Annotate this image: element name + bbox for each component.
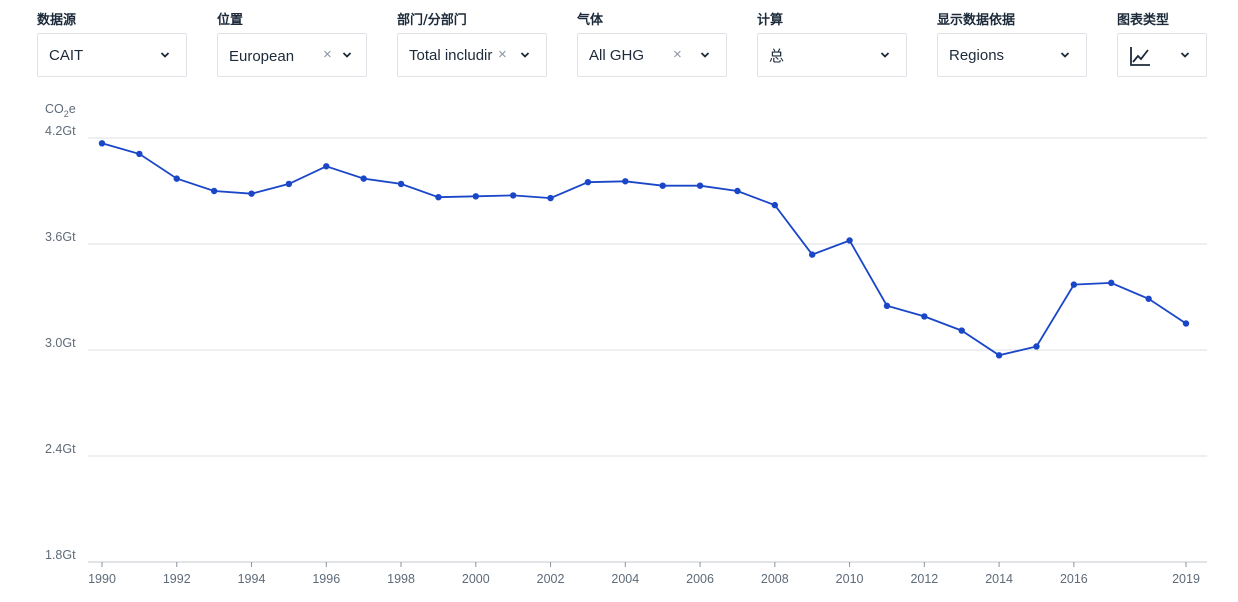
filter-chart-type: 图表类型	[1117, 12, 1207, 77]
filter-sector-label: 部门/分部门	[397, 13, 467, 28]
chevron-down-icon[interactable]	[880, 51, 890, 59]
data-point[interactable]	[509, 192, 517, 199]
emissions-chart: CO2e 4.2Gt 3.6Gt 3.0Gt 2.4Gt 1.8Gt 1990 1992 1…	[0, 95, 1238, 602]
filter-source: 数据源 CAIT	[37, 12, 187, 77]
data-point[interactable]	[248, 190, 255, 197]
x-tick-label: 2010	[836, 572, 864, 586]
data-point[interactable]	[1070, 281, 1078, 288]
chevron-down-icon[interactable]	[160, 51, 170, 59]
source-select-value: CAIT	[49, 47, 84, 64]
x-tick-label: 2004	[611, 572, 639, 586]
data-point[interactable]	[435, 193, 442, 201]
x-tick-label: 2008	[761, 572, 789, 586]
line-chart: CO2e 4.2Gt 3.6Gt 3.0Gt 2.4Gt 1.8Gt 1990 1992 1…	[45, 102, 1207, 586]
chevron-down-icon[interactable]	[1180, 51, 1190, 59]
breakby-select[interactable]: Regions	[937, 33, 1087, 77]
x-tick-label: 2006	[686, 572, 714, 586]
data-point[interactable]	[995, 352, 1003, 359]
sector-select-value: Total includir	[409, 47, 493, 64]
data-point[interactable]	[136, 150, 143, 158]
x-tick-label: 2012	[910, 572, 938, 586]
data-point[interactable]	[472, 193, 479, 200]
chevron-down-icon[interactable]	[520, 51, 530, 59]
x-tick-label: 1990	[88, 572, 116, 586]
chart-type-select[interactable]	[1117, 33, 1207, 77]
data-point[interactable]	[771, 201, 779, 209]
y-unit-base: CO	[45, 102, 64, 116]
y-tick-label: 4.2Gt	[45, 124, 76, 138]
calculation-select[interactable]: 总	[757, 33, 907, 77]
location-select-value: European	[229, 48, 295, 65]
chevron-down-icon[interactable]	[342, 51, 352, 59]
clear-icon[interactable]: ×	[673, 46, 682, 63]
data-point[interactable]	[622, 178, 629, 185]
filter-breakby-label: 显示数据依据	[937, 13, 1016, 28]
data-point[interactable]	[210, 187, 218, 195]
data-point[interactable]	[173, 175, 180, 182]
chevron-down-icon[interactable]	[1060, 51, 1070, 59]
data-point[interactable]	[921, 313, 928, 320]
y-tick-label: 3.0Gt	[45, 336, 76, 350]
data-point[interactable]	[1108, 279, 1115, 287]
y-tick-label: 2.4Gt	[45, 442, 76, 456]
filter-calculation: 计算 总	[757, 12, 907, 77]
data-point[interactable]	[883, 302, 891, 310]
data-point[interactable]	[1033, 343, 1040, 350]
y-unit-suffix: e	[69, 102, 76, 116]
x-tick-label: 1998	[387, 572, 415, 586]
data-point[interactable]	[1182, 320, 1190, 327]
x-tick-label: 2002	[537, 572, 565, 586]
y-unit-label: CO2e	[45, 102, 76, 119]
clear-icon[interactable]: ×	[323, 46, 332, 63]
y-tick-label: 1.8Gt	[45, 548, 76, 562]
filter-chart-type-label: 图表类型	[1117, 13, 1170, 28]
x-tick-label: 1994	[238, 572, 266, 586]
data-point[interactable]	[809, 251, 816, 258]
source-select[interactable]: CAIT	[37, 33, 187, 77]
sector-select[interactable]: Total includir ×	[397, 33, 547, 77]
y-unit-sub: 2	[64, 109, 69, 119]
y-tick-label: 3.6Gt	[45, 230, 76, 244]
filter-bar: 数据源 CAIT 位置 European × 部门/分部门 Total incl…	[37, 12, 1217, 82]
breakby-select-value: Regions	[949, 47, 1005, 64]
x-tick-label: 1992	[163, 572, 191, 586]
line-chart-icon	[1130, 47, 1150, 66]
calculation-select-value: 总	[769, 47, 785, 65]
data-point[interactable]	[958, 327, 965, 334]
data-point[interactable]	[1145, 295, 1152, 302]
series-line	[101, 142, 1187, 357]
data-point[interactable]	[98, 140, 106, 147]
gas-select[interactable]: All GHG ×	[577, 33, 727, 77]
data-point[interactable]	[734, 187, 741, 195]
x-tick-label: 2019	[1172, 572, 1200, 586]
filter-sector: 部门/分部门 Total includir ×	[397, 12, 547, 77]
filter-source-label: 数据源	[37, 13, 77, 28]
location-select[interactable]: European ×	[217, 33, 367, 77]
filter-gas-label: 气体	[577, 13, 604, 28]
data-point[interactable]	[323, 163, 330, 170]
filter-location-label: 位置	[217, 13, 244, 28]
data-point[interactable]	[659, 182, 666, 189]
filter-gas: 气体 All GHG ×	[577, 12, 727, 77]
data-point[interactable]	[846, 237, 853, 244]
data-point[interactable]	[696, 182, 704, 189]
data-point[interactable]	[547, 194, 554, 202]
x-tick-label: 2014	[985, 572, 1013, 586]
data-point[interactable]	[584, 178, 592, 186]
x-tick-label: 2016	[1060, 572, 1088, 586]
filter-calculation-label: 计算	[757, 13, 784, 28]
gas-select-value: All GHG	[589, 47, 645, 64]
data-point[interactable]	[397, 180, 405, 188]
filter-breakby: 显示数据依据 Regions	[937, 12, 1087, 77]
chevron-down-icon[interactable]	[700, 51, 710, 59]
clear-icon[interactable]: ×	[498, 46, 507, 63]
x-tick-label: 2000	[462, 572, 490, 586]
data-point[interactable]	[285, 180, 293, 188]
filter-location: 位置 European ×	[217, 12, 367, 77]
x-tick-label: 1996	[312, 572, 340, 586]
data-point[interactable]	[360, 175, 367, 182]
